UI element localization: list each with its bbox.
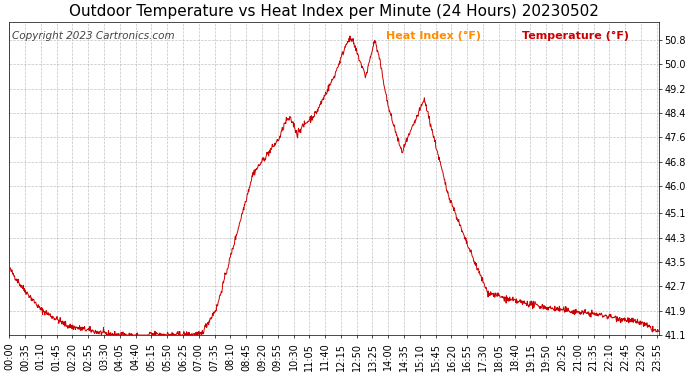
Text: Temperature (°F): Temperature (°F) bbox=[522, 31, 629, 41]
Text: Copyright 2023 Cartronics.com: Copyright 2023 Cartronics.com bbox=[12, 31, 175, 41]
Title: Outdoor Temperature vs Heat Index per Minute (24 Hours) 20230502: Outdoor Temperature vs Heat Index per Mi… bbox=[69, 4, 599, 19]
Text: Heat Index (°F): Heat Index (°F) bbox=[386, 31, 481, 41]
